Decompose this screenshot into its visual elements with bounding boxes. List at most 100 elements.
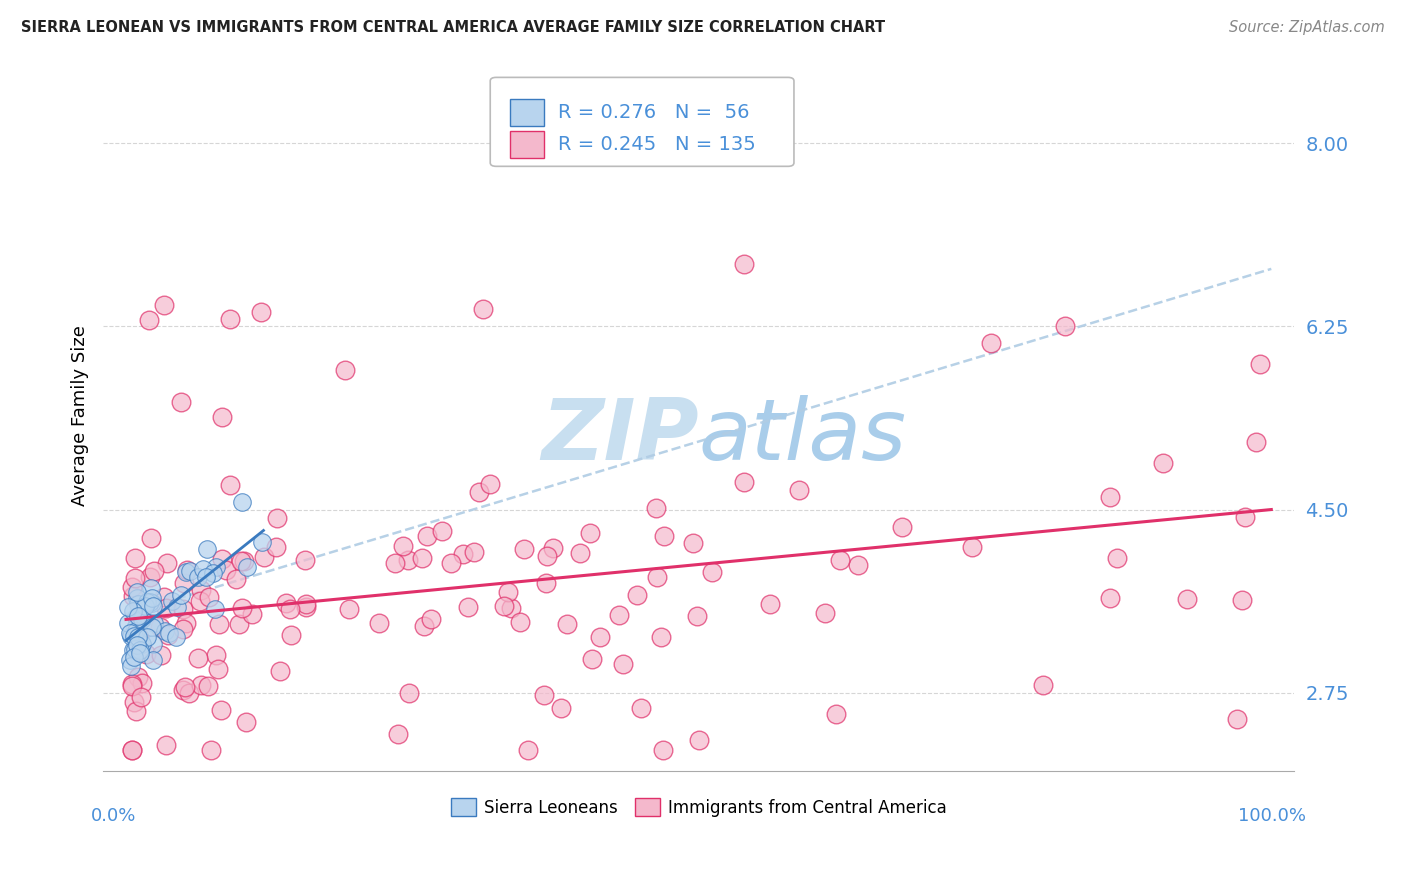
Point: [229, 554, 252, 568]
Point: [1152, 456, 1174, 470]
Point: [457, 599, 479, 614]
Point: [195, 570, 218, 584]
Point: [294, 553, 316, 567]
Point: [179, 565, 201, 579]
Point: [496, 585, 519, 599]
Text: ZIP: ZIP: [541, 395, 699, 478]
Point: [141, 591, 163, 605]
Point: [169, 588, 191, 602]
Point: [581, 652, 603, 666]
Point: [516, 743, 538, 757]
Point: [980, 336, 1002, 351]
Point: [125, 610, 148, 624]
Point: [589, 630, 612, 644]
Point: [960, 540, 983, 554]
Point: [128, 637, 150, 651]
Point: [274, 596, 297, 610]
Point: [734, 257, 756, 271]
Point: [235, 714, 257, 729]
Point: [121, 580, 143, 594]
Point: [211, 410, 233, 425]
Bar: [510, 131, 544, 158]
Point: [127, 585, 149, 599]
Point: [127, 609, 149, 624]
Point: [1099, 490, 1122, 504]
Point: [787, 483, 810, 497]
Point: [416, 529, 439, 543]
Bar: [510, 98, 544, 126]
Point: [235, 560, 257, 574]
Point: [411, 550, 433, 565]
Point: [124, 551, 146, 566]
Point: [759, 598, 782, 612]
Point: [197, 679, 219, 693]
Point: [534, 576, 557, 591]
Point: [120, 629, 142, 643]
Point: [121, 677, 143, 691]
Point: [626, 588, 648, 602]
Point: [122, 604, 145, 618]
Point: [139, 595, 162, 609]
Point: [169, 394, 191, 409]
Point: [280, 628, 302, 642]
Point: [190, 678, 212, 692]
Point: [387, 727, 409, 741]
Point: [814, 606, 837, 620]
Point: [127, 638, 149, 652]
Point: [135, 595, 157, 609]
Point: [472, 302, 495, 317]
Point: [278, 602, 301, 616]
Point: [207, 662, 229, 676]
Point: [122, 650, 145, 665]
Point: [202, 566, 225, 580]
Point: [174, 566, 197, 580]
Point: [214, 563, 236, 577]
Text: Source: ZipAtlas.com: Source: ZipAtlas.com: [1229, 20, 1385, 35]
Point: [650, 630, 672, 644]
Point: [1054, 319, 1077, 334]
Point: [231, 494, 253, 508]
Point: [413, 619, 436, 633]
Point: [149, 620, 172, 634]
Point: [578, 526, 600, 541]
Point: [153, 624, 176, 638]
Point: [468, 485, 491, 500]
Point: [219, 312, 242, 326]
Point: [1226, 712, 1249, 726]
Point: [682, 536, 704, 550]
Point: [138, 313, 160, 327]
Point: [478, 477, 501, 491]
Point: [337, 602, 360, 616]
Point: [1107, 550, 1129, 565]
Point: [165, 630, 187, 644]
Point: [172, 622, 194, 636]
Point: [121, 743, 143, 757]
Point: [430, 524, 453, 538]
Point: [118, 626, 141, 640]
Point: [125, 624, 148, 639]
Point: [463, 545, 485, 559]
Point: [120, 659, 142, 673]
Point: [131, 600, 153, 615]
Point: [205, 560, 228, 574]
Point: [269, 665, 291, 679]
Point: [231, 601, 253, 615]
Point: [141, 620, 163, 634]
Point: [160, 594, 183, 608]
Point: [499, 601, 522, 615]
Point: [451, 547, 474, 561]
Point: [127, 670, 149, 684]
Point: [541, 541, 564, 556]
Point: [211, 552, 233, 566]
Point: [187, 570, 209, 584]
Point: [166, 599, 188, 614]
Point: [156, 556, 179, 570]
Point: [607, 607, 630, 622]
Point: [197, 541, 219, 556]
Point: [131, 676, 153, 690]
Point: [139, 582, 162, 596]
Point: [122, 695, 145, 709]
Point: [179, 686, 201, 700]
Point: [1230, 593, 1253, 607]
Point: [174, 616, 197, 631]
